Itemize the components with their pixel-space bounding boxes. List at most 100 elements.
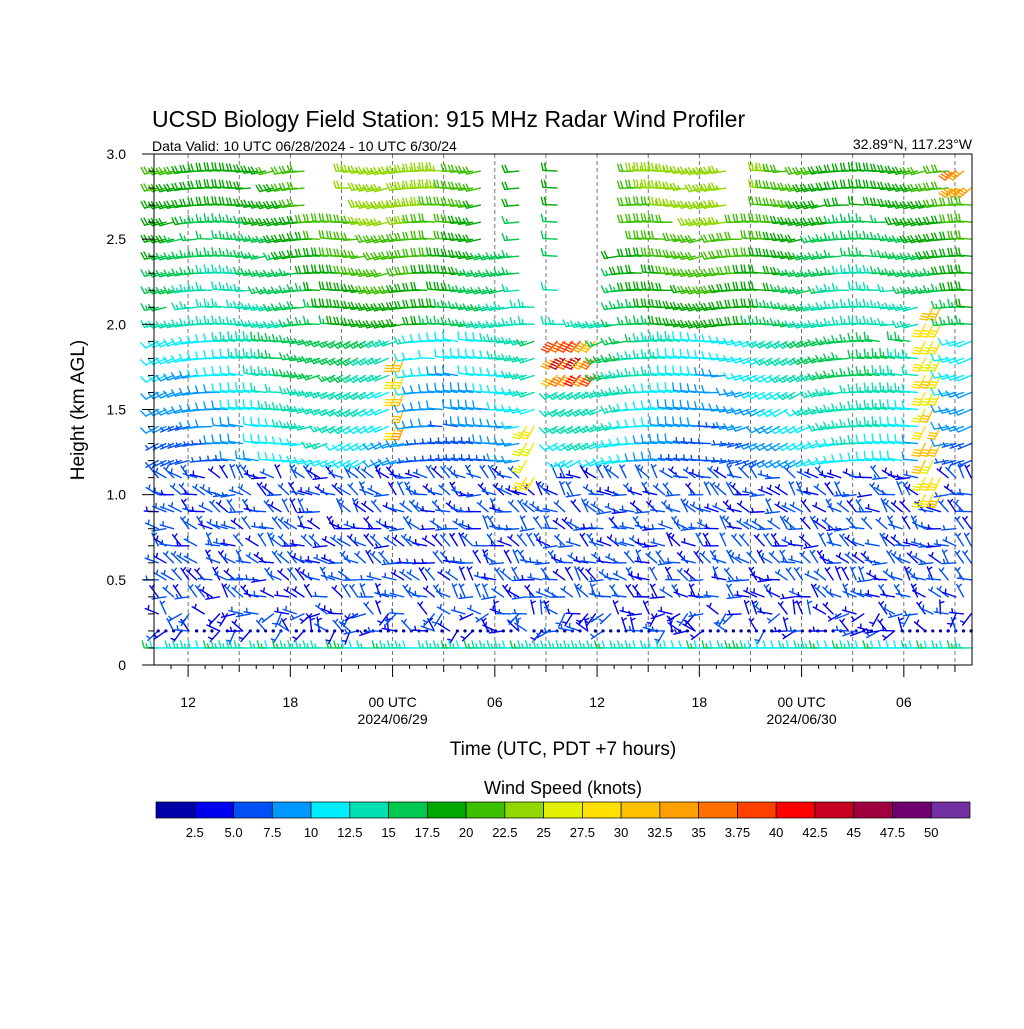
barb-half-feather [460, 615, 463, 618]
barb-shaft [190, 511, 204, 512]
barb-half-feather [280, 569, 282, 573]
barb-half-feather [522, 527, 524, 531]
barb-half-feather [484, 516, 487, 518]
barb-feather [503, 641, 505, 648]
barb-half-feather [161, 289, 163, 293]
barb-shaft [482, 491, 496, 495]
barb-feather [434, 317, 436, 324]
barb-shaft [420, 510, 434, 511]
barb-feather [212, 435, 213, 442]
wind-barb [558, 558, 572, 563]
wind-barb [287, 165, 304, 172]
barb-half-feather [405, 585, 408, 588]
barb-half-feather [291, 465, 294, 468]
wind-barb [475, 584, 480, 597]
barb-half-feather [166, 466, 168, 469]
barb-feather [402, 336, 405, 343]
barb-feather [411, 300, 413, 307]
wind-barb [425, 568, 434, 580]
barb-shaft [413, 290, 427, 291]
barb-half-feather [277, 591, 278, 595]
barb-half-feather [246, 575, 247, 579]
barb-feather [473, 401, 474, 408]
barb-half-feather [399, 340, 401, 344]
barb-half-feather [199, 516, 202, 519]
barb-half-feather [361, 593, 362, 597]
barb-half-feather [335, 619, 337, 622]
barb-feather [337, 283, 339, 290]
barb-half-feather [483, 255, 485, 259]
barb-half-feather [173, 552, 175, 556]
barb-feather [437, 249, 439, 256]
barb-half-feather [556, 570, 558, 574]
barb-shaft [184, 539, 196, 546]
wind-barb [456, 629, 459, 632]
barb-feather [220, 349, 221, 356]
barb-half-feather [484, 337, 485, 341]
wind-barb [239, 631, 250, 641]
barb-shaft [473, 551, 480, 563]
barb-half-feather [475, 324, 477, 328]
barb-feather [243, 332, 244, 339]
barb-shaft [244, 579, 258, 580]
barb-shaft [329, 473, 342, 477]
barb-half-feather [271, 502, 272, 506]
barb-feather [311, 641, 313, 648]
barb-half-feather [200, 286, 201, 290]
wind-barb [207, 622, 220, 631]
barb-feather [465, 366, 466, 373]
wind-barb [209, 467, 220, 478]
wind-barb [234, 182, 250, 189]
barb-shaft [420, 358, 434, 359]
barb-half-feather [438, 303, 439, 307]
barb-feather [258, 401, 259, 408]
wind-barb [275, 591, 289, 596]
barb-half-feather [216, 251, 217, 255]
barb-feather [207, 163, 208, 170]
barb-half-feather [483, 272, 485, 276]
barb-feather [219, 316, 221, 323]
barb-feather [392, 388, 399, 389]
barb-feather [437, 214, 439, 221]
barb-half-feather [484, 584, 487, 586]
barb-half-feather [564, 587, 566, 591]
wind-barb [344, 556, 357, 563]
barb-half-feather [509, 486, 510, 490]
barb-feather [220, 400, 221, 407]
barb-half-feather [322, 377, 325, 380]
wind-barb [400, 501, 411, 511]
barb-half-feather [392, 609, 393, 613]
barb-half-feather [518, 432, 522, 433]
barb-half-feather [415, 626, 416, 630]
barb-half-feather [156, 570, 157, 574]
barb-feather [212, 163, 213, 170]
barb-feather [296, 232, 298, 239]
barb-feather [427, 401, 428, 408]
wind-barb [420, 525, 434, 529]
barb-feather [280, 641, 282, 648]
wind-barb [434, 585, 442, 597]
barb-shaft [268, 574, 281, 580]
barb-feather [307, 215, 309, 222]
barb-half-feather [185, 644, 186, 648]
barb-feather [419, 419, 421, 426]
barb-feather [419, 385, 421, 392]
barb-half-feather [556, 623, 560, 624]
wind-barb [571, 500, 580, 512]
barb-half-feather [568, 644, 569, 648]
barb-half-feather [263, 469, 264, 473]
barb-half-feather [345, 630, 347, 634]
barb-half-feather [563, 622, 567, 623]
barb-half-feather [442, 551, 444, 554]
barb-feather [227, 641, 229, 648]
wind-barb [566, 567, 573, 579]
barb-feather [473, 350, 474, 357]
barb-shaft [198, 290, 212, 291]
barb-shaft [188, 586, 196, 597]
barb-feather [302, 442, 306, 448]
barb-feather [219, 180, 221, 187]
barb-feather [406, 164, 408, 171]
calm-dot [264, 629, 267, 632]
wind-barb [364, 517, 373, 529]
wind-barb [513, 595, 527, 599]
